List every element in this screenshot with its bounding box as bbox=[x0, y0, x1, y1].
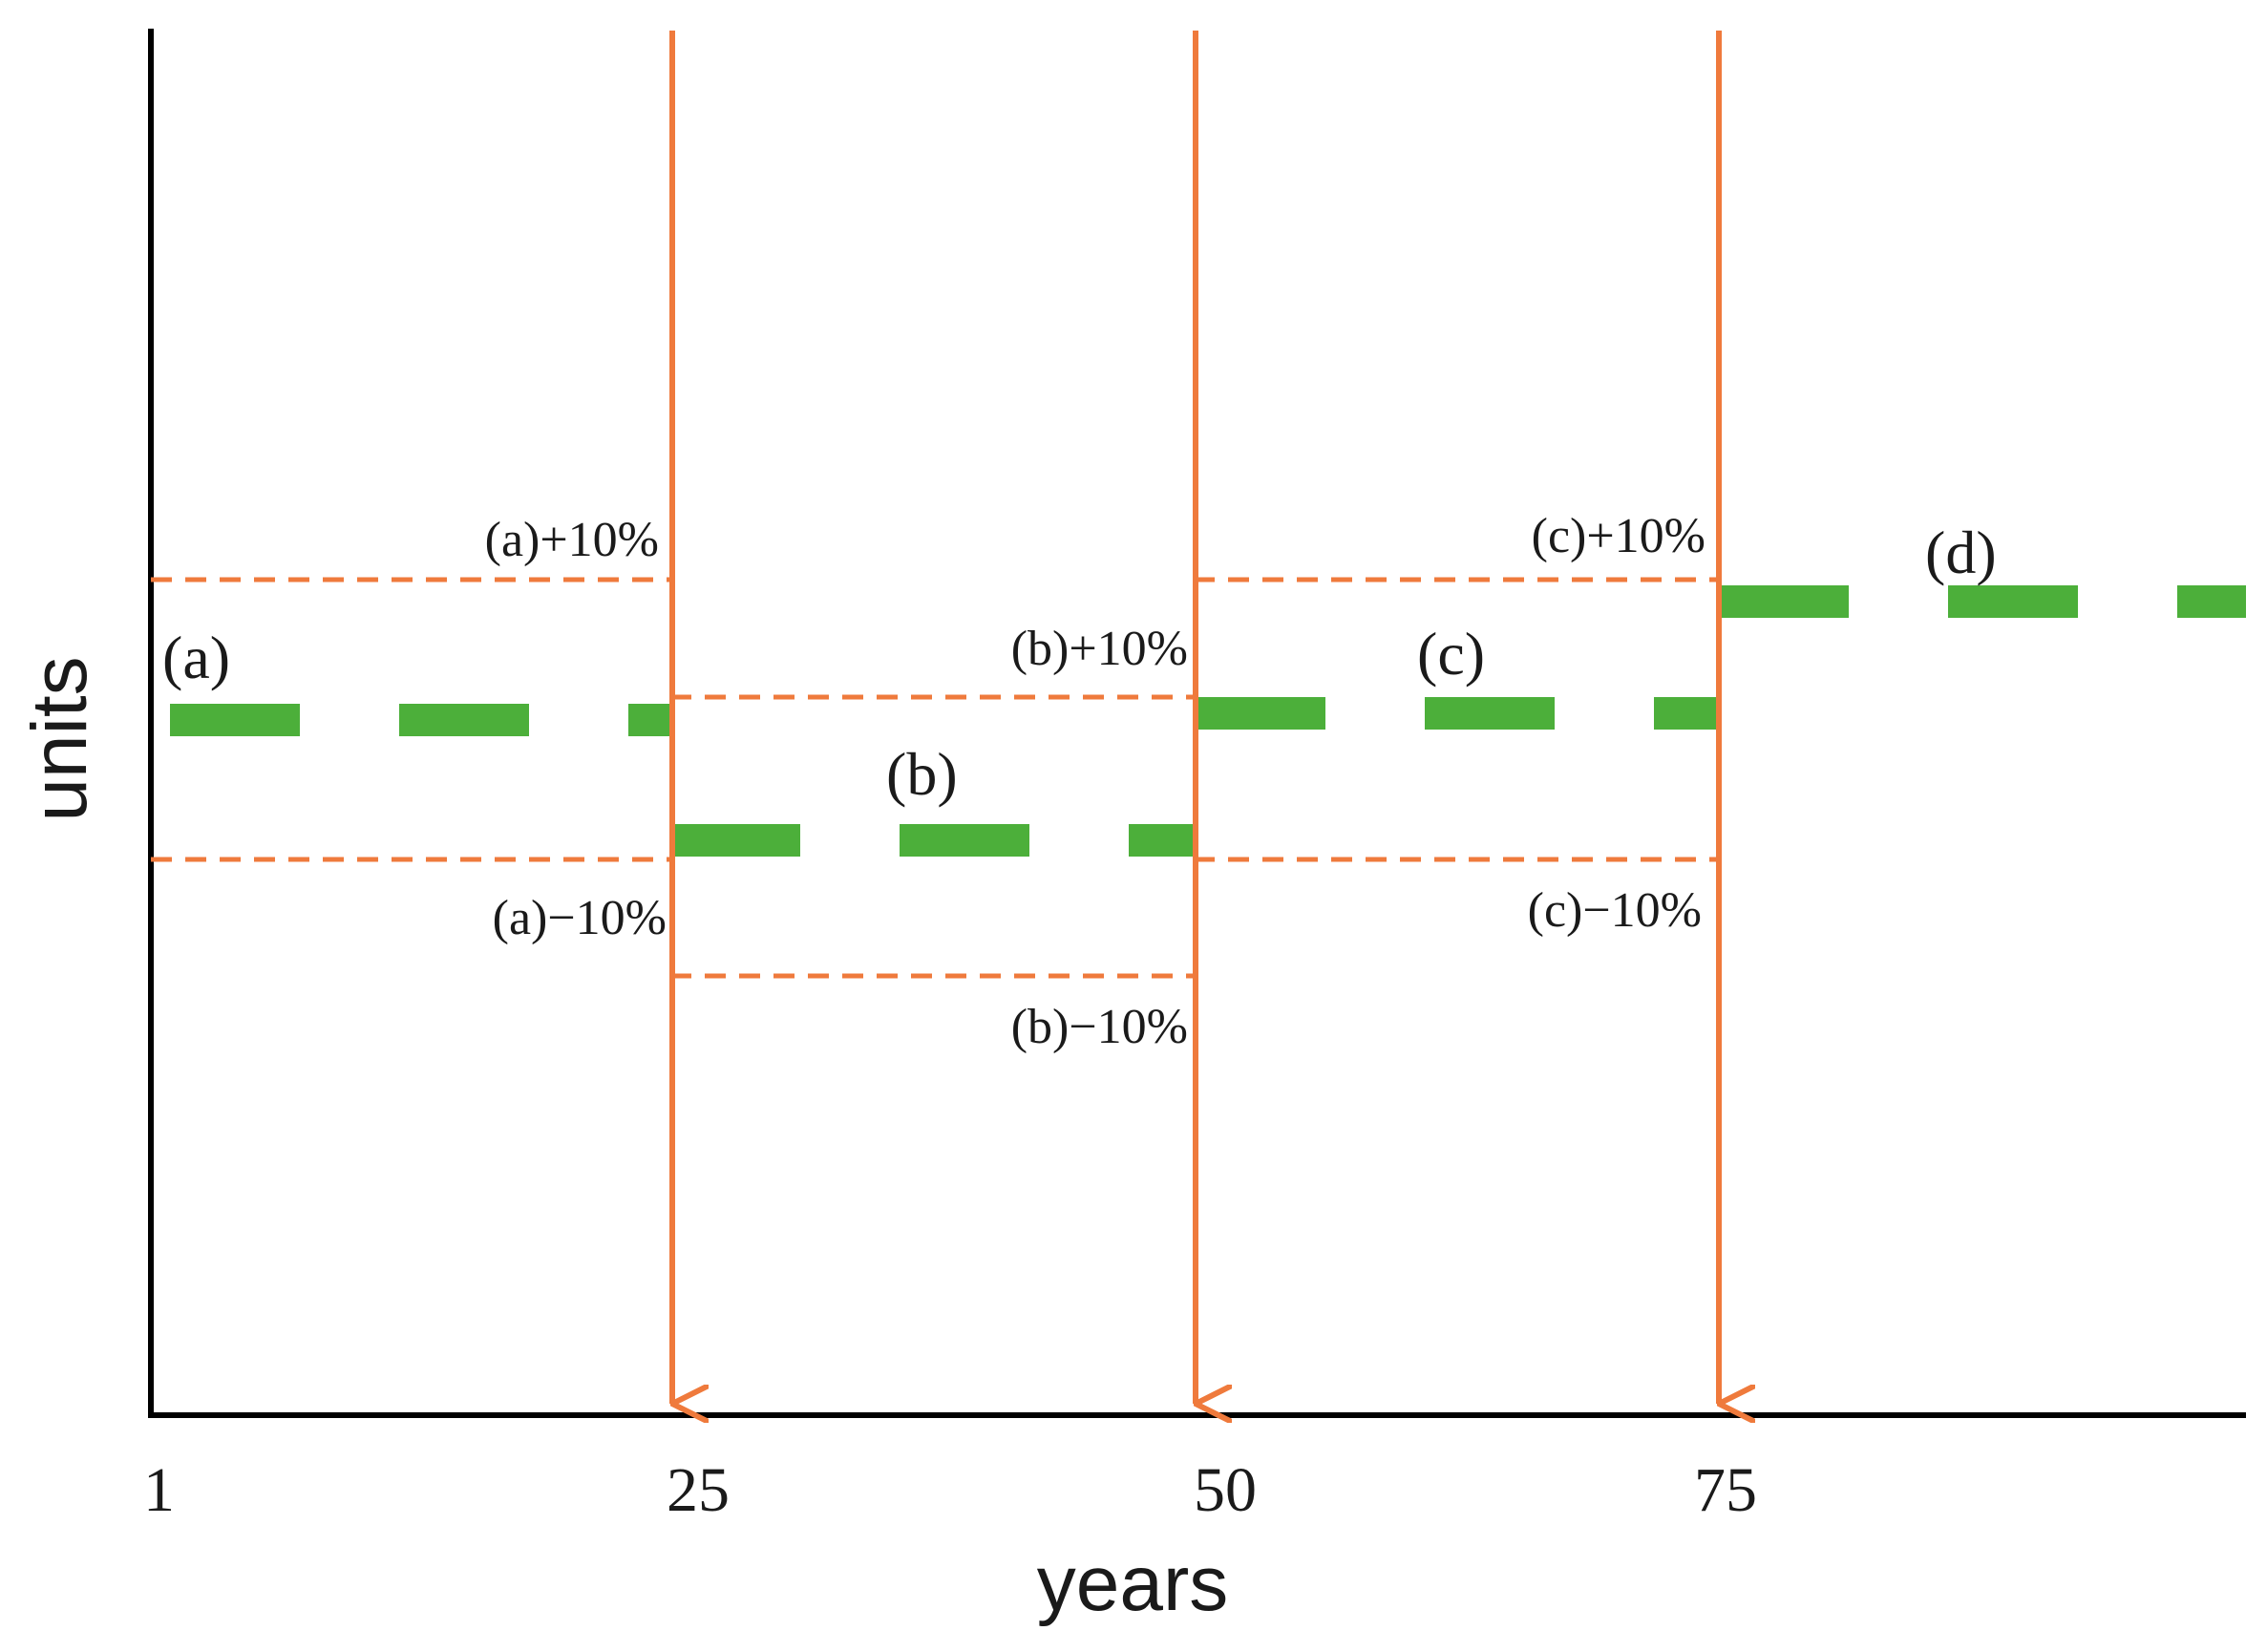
x-tick-labels: 1 25 50 75 bbox=[143, 1455, 1757, 1525]
label-c-lower: (c)−10% bbox=[1528, 883, 1702, 938]
label-b-upper: (b)+10% bbox=[1011, 622, 1188, 676]
label-segment-a: (a) bbox=[162, 624, 230, 691]
x-tick-25: 25 bbox=[667, 1455, 730, 1525]
segment-levels bbox=[170, 585, 2246, 857]
label-b-lower: (b)−10% bbox=[1011, 1000, 1188, 1054]
band-labels: (a)+10% (a)−10% (b)+10% (b)−10% (c)+10% … bbox=[485, 509, 1706, 1054]
label-a-lower: (a)−10% bbox=[493, 891, 667, 945]
x-tick-1: 1 bbox=[143, 1455, 175, 1525]
y-axis-title: units bbox=[16, 656, 103, 821]
x-tick-50: 50 bbox=[1194, 1455, 1257, 1525]
boundary-arrows bbox=[669, 31, 1719, 1404]
label-a-upper: (a)+10% bbox=[485, 513, 659, 567]
x-axis-title: years bbox=[1037, 1540, 1229, 1627]
label-segment-c: (c) bbox=[1417, 620, 1485, 688]
x-tick-75: 75 bbox=[1694, 1455, 1757, 1525]
label-segment-d: (d) bbox=[1925, 519, 1997, 586]
label-c-upper: (c)+10% bbox=[1532, 509, 1706, 563]
segment-labels: (a) (b) (c) (d) bbox=[162, 519, 1997, 808]
label-segment-b: (b) bbox=[886, 740, 958, 808]
tolerance-bands bbox=[151, 577, 1717, 979]
